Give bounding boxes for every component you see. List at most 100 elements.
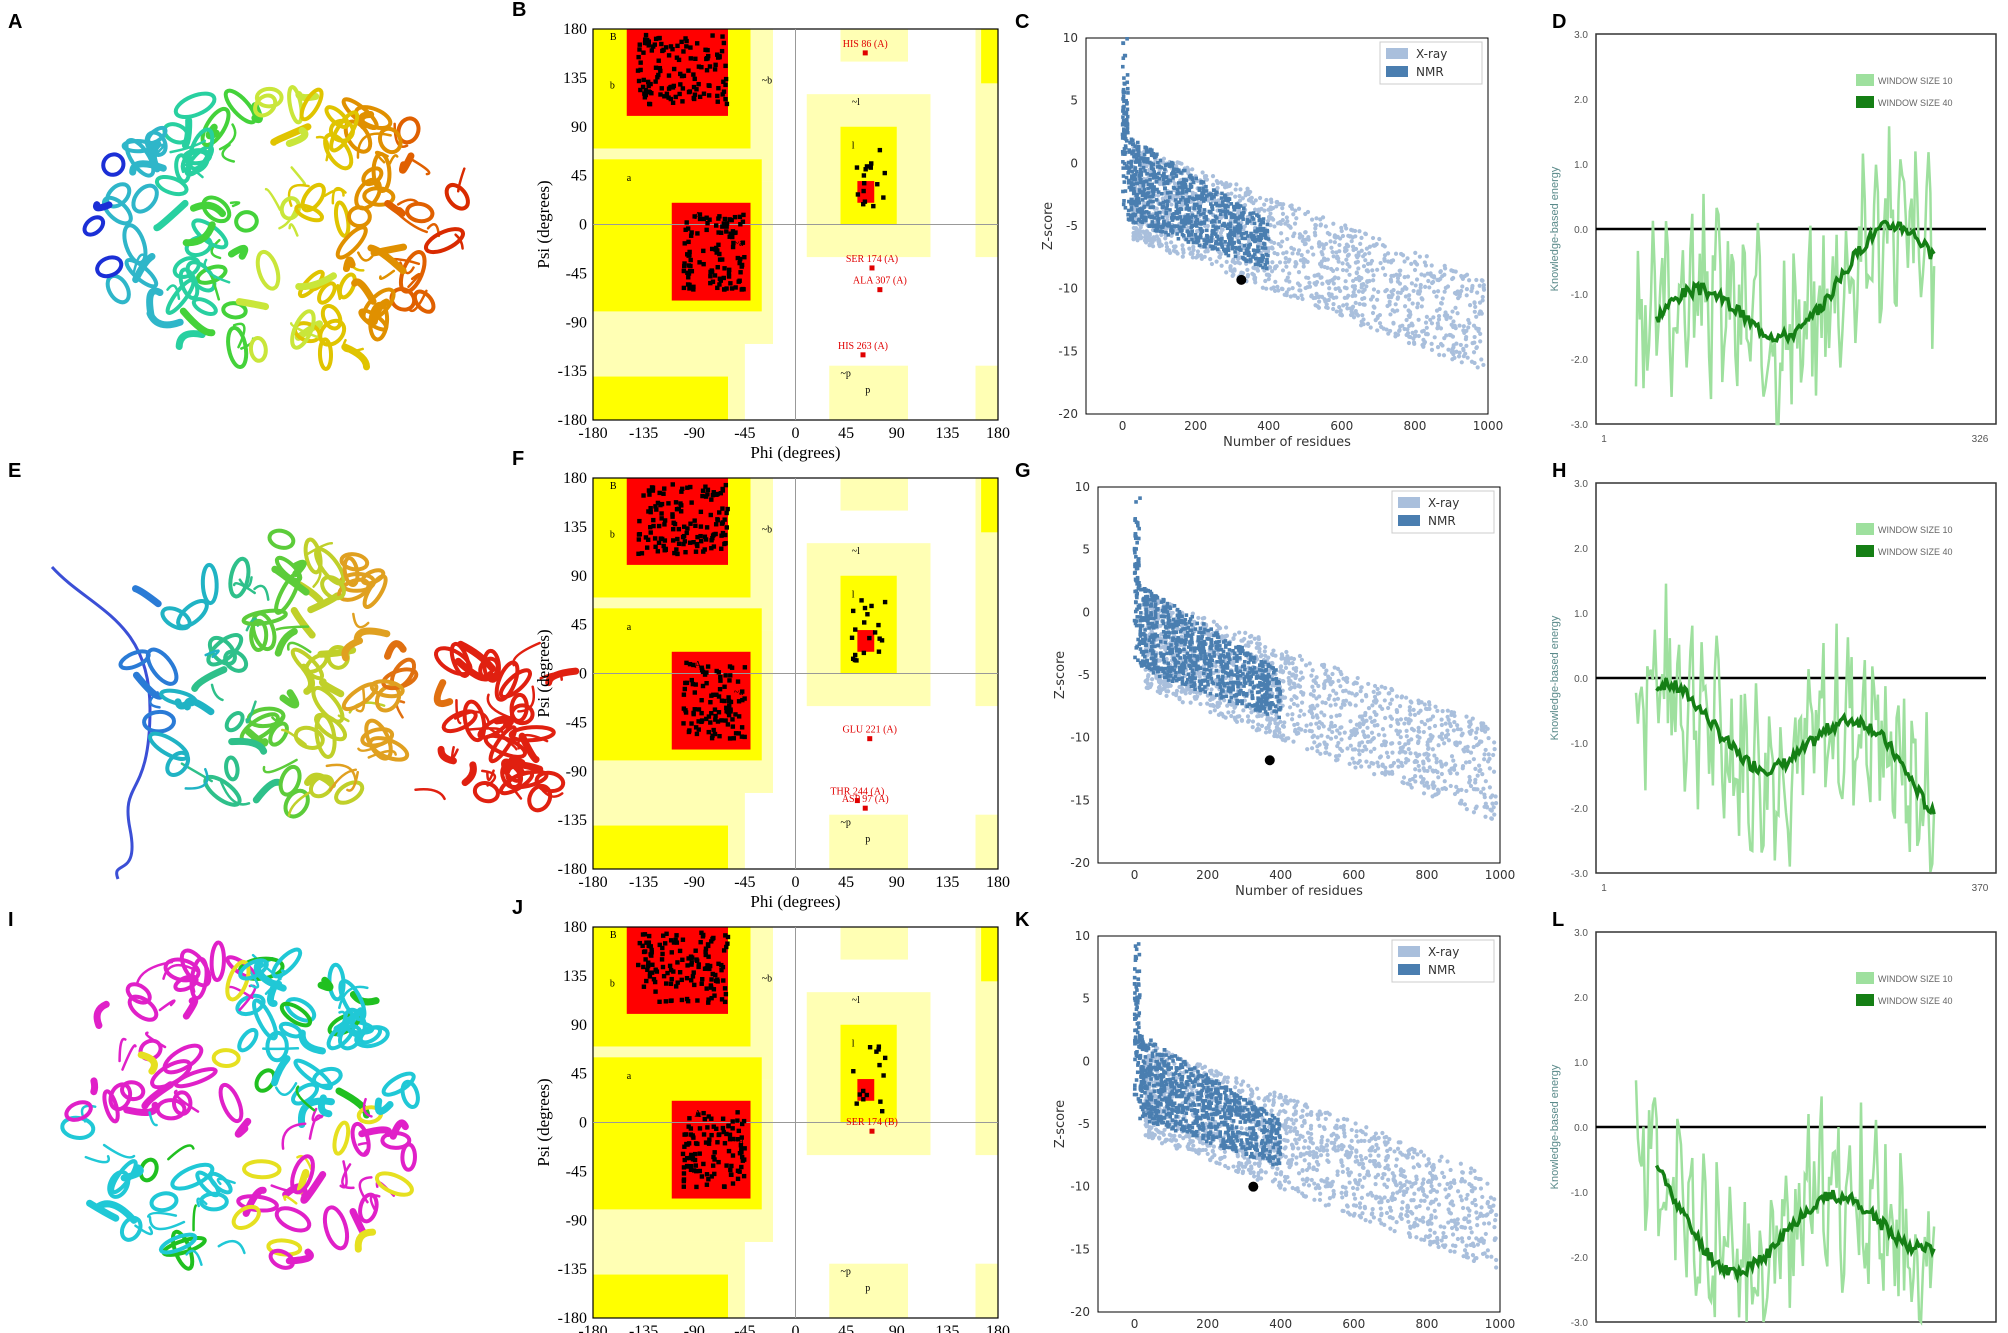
allowed-region-corner — [981, 478, 998, 533]
legend-label-nmr: NMR — [1428, 514, 1456, 528]
energy-y-tick: -3.0 — [1571, 420, 1589, 431]
panel-label-A: A — [8, 11, 22, 33]
allowed-region-left — [840, 1024, 897, 1123]
panel-label-B: B — [512, 0, 526, 21]
y-tick: 10 — [1063, 31, 1078, 45]
x-tick: 600 — [1342, 1317, 1365, 1331]
outlier-point — [862, 805, 868, 811]
phi-tick: 0 — [792, 874, 800, 891]
query-structure-point — [1236, 274, 1247, 285]
x-axis-title: Number of residues — [1235, 884, 1363, 899]
outlier-label: SER 174 (A) — [846, 254, 898, 265]
psi-tick: -135 — [558, 812, 587, 829]
psi-tick: 45 — [571, 168, 587, 185]
psi-tick: 45 — [571, 617, 587, 634]
ramachandran-plot-J: -180-180 -135 -135 -90 -90 -45 -45 0 0 45 45 90 90 13… — [534, 919, 1010, 1333]
x-tick: 400 — [1257, 419, 1280, 433]
generous-region-top — [840, 478, 908, 511]
energy-y-tick: 3.0 — [1574, 928, 1588, 939]
energy-x-start: 1 — [1601, 883, 1607, 894]
zscore-legend: X-ray NMR — [1379, 41, 1483, 85]
legend-label-xray: X-ray — [1416, 47, 1447, 61]
energy-y-tick: 0.0 — [1574, 674, 1588, 685]
energy-y-tick: -1.0 — [1571, 1188, 1589, 1199]
phi-tick: -90 — [684, 425, 705, 442]
psi-tick: -45 — [566, 1163, 587, 1180]
y-tick: -20 — [1058, 407, 1078, 421]
psi-tick: -45 — [566, 714, 587, 731]
panel-row-3: I J -180-180 -135 -135 -90 -90 -45 -45 0 0 45 45 90 90… — [8, 897, 1997, 1333]
psi-tick: 0 — [579, 1115, 587, 1132]
y-tick: -15 — [1070, 793, 1090, 807]
psi-tick: -180 — [558, 412, 587, 429]
x-tick: 800 — [1403, 419, 1426, 433]
panel-label-I: I — [8, 909, 14, 931]
psi-tick: 135 — [563, 519, 587, 536]
energy-plot-D: 3.0 2.0 1.0 0.0 -1.0 -2.0 -3.0 Knowledge-based … — [1549, 30, 1997, 445]
y-tick: 5 — [1082, 992, 1090, 1006]
coil-tail — [50, 565, 152, 880]
zscore-legend: X-ray NMR — [1391, 490, 1495, 534]
outlier-label: GLU 221 (A) — [843, 725, 897, 736]
phi-tick: 45 — [838, 425, 854, 442]
allowed-region-corner — [981, 927, 998, 982]
phi-tick: 0 — [792, 1323, 800, 1333]
phi-tick: -90 — [684, 1323, 705, 1333]
y-tick: -5 — [1078, 1117, 1090, 1131]
energy-y-tick: 0.0 — [1574, 225, 1588, 236]
allowed-region-left — [840, 126, 897, 225]
energy-plot-H: 3.0 2.0 1.0 0.0 -1.0 -2.0 -3.0 Knowledge-based … — [1549, 479, 1997, 894]
psi-tick: -90 — [566, 314, 587, 331]
legend-swatch-xray — [1398, 946, 1420, 957]
core-region-beta — [626, 29, 728, 116]
legend-label-window-40: WINDOW SIZE 40 — [1878, 547, 1953, 557]
generous-region-edge-lower — [975, 365, 998, 420]
region-label-p: p — [865, 834, 870, 845]
region-label-~l: ~l — [852, 97, 860, 108]
panel-label-E: E — [8, 460, 21, 482]
window-40-line — [1655, 1164, 1936, 1284]
ramachandran-plot-F: -180-180 -135 -135 -90 -90 -45 -45 0 0 45 45 90 90 13… — [534, 470, 1010, 911]
phi-tick: -180 — [578, 1323, 607, 1333]
region-label-l: l — [852, 140, 855, 151]
legend-swatch-window-40 — [1856, 96, 1874, 108]
legend-label-window-10: WINDOW SIZE 10 — [1878, 525, 1953, 535]
y-tick: -10 — [1058, 282, 1078, 296]
legend-swatch-nmr — [1386, 66, 1408, 77]
legend-label-window-40: WINDOW SIZE 40 — [1878, 98, 1953, 108]
y-tick: 0 — [1082, 605, 1090, 619]
y-tick: 0 — [1082, 1054, 1090, 1068]
energy-y-tick: -2.0 — [1571, 1253, 1589, 1264]
psi-tick: 180 — [563, 470, 587, 487]
window-10-line — [1634, 1080, 1936, 1326]
query-structure-point — [1264, 755, 1275, 766]
panel-label-F: F — [512, 448, 524, 470]
legend-swatch-window-10 — [1856, 523, 1874, 535]
psi-axis-title: Psi (degrees) — [534, 629, 553, 717]
panel-label-C: C — [1015, 11, 1029, 33]
phi-tick: -180 — [578, 874, 607, 891]
phi-tick: 180 — [986, 1323, 1010, 1333]
legend-swatch-nmr — [1398, 515, 1420, 526]
phi-tick: 135 — [935, 1323, 959, 1333]
legend-label-window-10: WINDOW SIZE 10 — [1878, 974, 1953, 984]
window-40-line — [1655, 677, 1936, 816]
generous-region-edge — [975, 29, 998, 258]
window-10-line — [1634, 583, 1936, 873]
phi-tick: -135 — [629, 1323, 658, 1333]
x-tick: 200 — [1196, 868, 1219, 882]
outlier-label: SER 174 (B) — [846, 1117, 898, 1128]
generous-region-edge — [975, 478, 998, 707]
psi-tick: -180 — [558, 1310, 587, 1327]
energy-y-tick: 3.0 — [1574, 479, 1588, 490]
region-label-~b: ~b — [762, 75, 772, 86]
y-tick: -10 — [1070, 731, 1090, 745]
allowed-region-left — [840, 575, 897, 674]
x-tick: 0 — [1131, 1317, 1139, 1331]
legend-swatch-window-40 — [1856, 545, 1874, 557]
y-tick: -10 — [1070, 1180, 1090, 1194]
y-tick: 0 — [1070, 156, 1078, 170]
x-tick: 600 — [1330, 419, 1353, 433]
legend-label-window-10: WINDOW SIZE 10 — [1878, 76, 1953, 86]
x-tick: 1000 — [1485, 1317, 1516, 1331]
